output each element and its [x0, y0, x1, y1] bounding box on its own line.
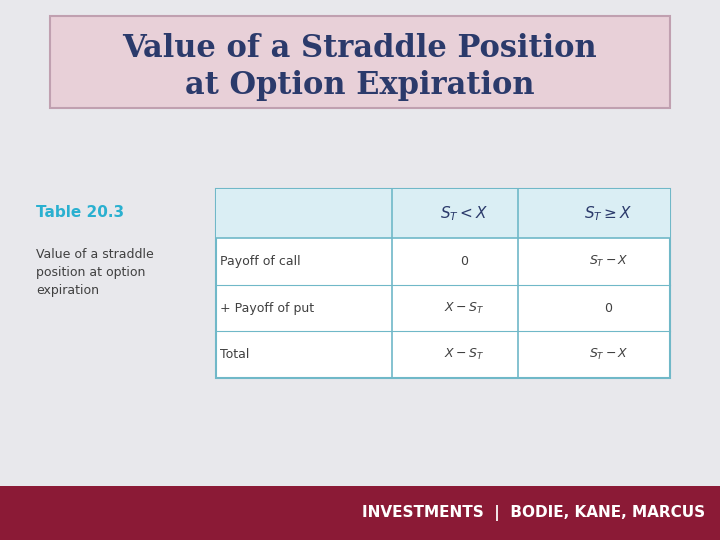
Text: © 2018 McGraw-Hill Education: © 2018 McGraw-Hill Education [194, 519, 354, 529]
Text: Table 20.3: Table 20.3 [36, 205, 124, 220]
FancyBboxPatch shape [50, 16, 670, 108]
Text: INVESTMENTS  |  BODIE, KANE, MARCUS: INVESTMENTS | BODIE, KANE, MARCUS [362, 505, 706, 521]
Text: Payoff of call: Payoff of call [220, 255, 300, 268]
Text: $S_T \geq X$: $S_T \geq X$ [585, 204, 632, 223]
FancyBboxPatch shape [216, 189, 670, 378]
Text: + Payoff of put: + Payoff of put [220, 301, 314, 315]
FancyBboxPatch shape [216, 189, 670, 238]
Text: Value of a straddle
position at option
expiration: Value of a straddle position at option e… [36, 248, 154, 298]
Text: $S_T < X$: $S_T < X$ [441, 204, 488, 223]
Text: at Option Expiration: at Option Expiration [185, 70, 535, 100]
Text: $S_T - X$: $S_T - X$ [588, 254, 629, 269]
Text: $X - S_T$: $X - S_T$ [444, 347, 485, 362]
Text: 20-35: 20-35 [668, 519, 698, 529]
Text: Total: Total [220, 348, 249, 361]
Text: $X - S_T$: $X - S_T$ [444, 301, 485, 315]
Text: 0: 0 [604, 301, 613, 315]
FancyBboxPatch shape [0, 486, 720, 540]
Text: 0: 0 [460, 255, 469, 268]
Text: Value of a Straddle Position: Value of a Straddle Position [122, 33, 598, 64]
Text: $S_T - X$: $S_T - X$ [588, 347, 629, 362]
